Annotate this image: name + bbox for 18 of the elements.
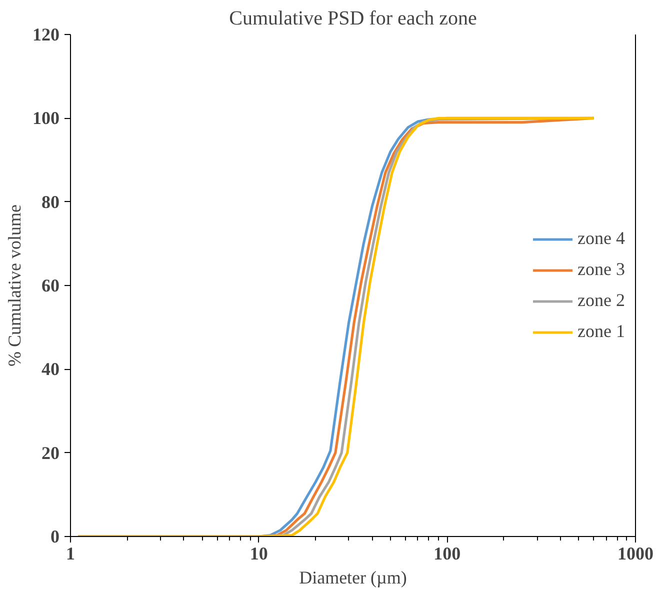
y-tick-label: 100 <box>32 108 60 128</box>
x-tick-label: 1000 <box>618 544 654 564</box>
y-tick-label: 120 <box>32 24 60 44</box>
y-tick-label: 60 <box>42 276 60 296</box>
y-axis-title: % Cumulative volume <box>4 204 24 366</box>
x-tick-label: 1 <box>66 544 75 564</box>
chart-title: Cumulative PSD for each zone <box>229 8 477 30</box>
y-tick-label: 0 <box>50 526 60 546</box>
legend-label: zone 4 <box>578 228 625 249</box>
x-axis-title: Diameter (µm) <box>299 568 407 588</box>
legend-label: zone 1 <box>578 321 625 342</box>
x-tick-label: 100 <box>434 544 461 564</box>
y-tick-label: 40 <box>42 359 60 380</box>
legend-label: zone 3 <box>578 259 625 280</box>
y-tick-label: 20 <box>42 442 60 463</box>
y-tick-label: 80 <box>42 192 60 212</box>
legend-label: zone 2 <box>578 290 625 311</box>
x-tick-label: 10 <box>250 544 268 564</box>
